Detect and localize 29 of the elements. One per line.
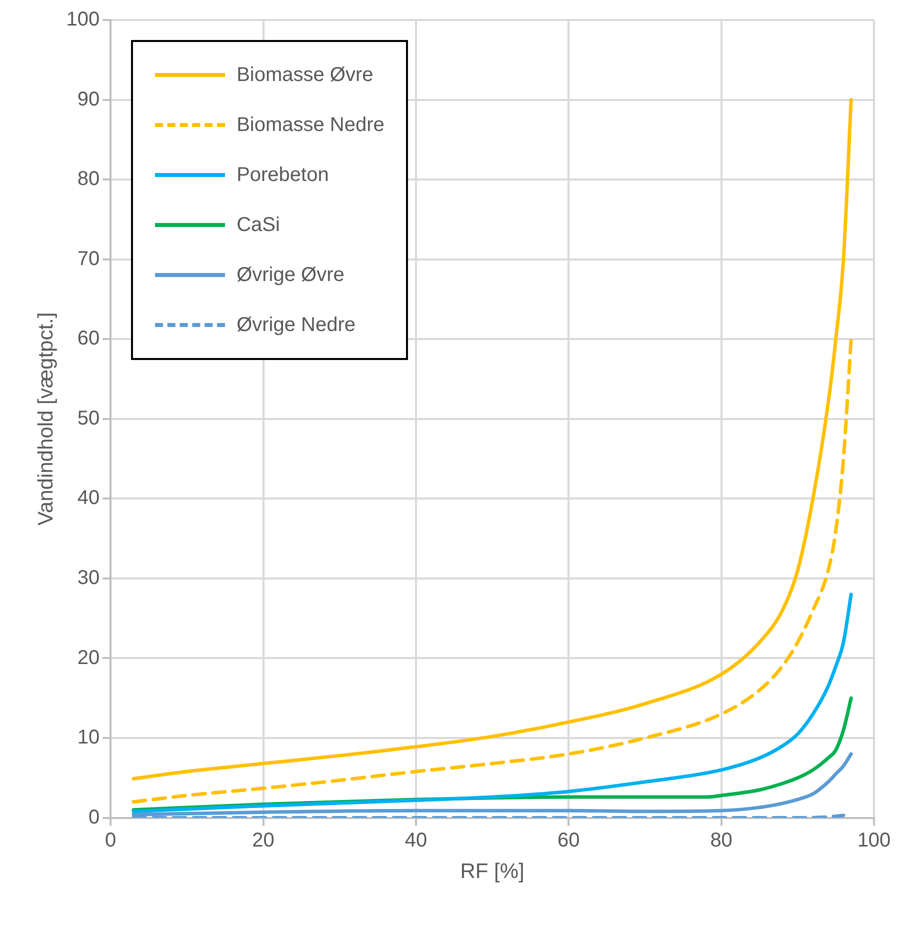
y-tick-label: 40 bbox=[77, 487, 100, 510]
y-tick-label: 10 bbox=[77, 726, 100, 749]
legend-label: Biomasse Øvre bbox=[236, 64, 374, 86]
legend-label: Biomasse Nedre bbox=[236, 114, 384, 136]
y-axis-title: Vandindhold [vægtpct.] bbox=[34, 312, 58, 526]
y-tick-label: 100 bbox=[66, 8, 100, 31]
legend-label: Porebeton bbox=[236, 164, 329, 186]
legend-label: Øvrige Øvre bbox=[236, 264, 344, 286]
line-series bbox=[132, 98, 853, 780]
y-tick-label: 70 bbox=[77, 248, 100, 270]
legend-label: CaSi bbox=[236, 214, 280, 236]
line-series bbox=[132, 592, 853, 814]
y-tick-label: 50 bbox=[77, 407, 100, 430]
y-tick-label: 20 bbox=[77, 646, 100, 669]
line-series bbox=[132, 337, 853, 804]
x-tick-label: 80 bbox=[710, 829, 732, 852]
line-series bbox=[132, 752, 853, 816]
x-tick-label: 0 bbox=[105, 829, 116, 852]
y-tick-label: 60 bbox=[77, 328, 100, 350]
y-tick-label: 30 bbox=[77, 566, 100, 589]
y-tick-label: 80 bbox=[77, 168, 100, 190]
x-tick-label: 60 bbox=[558, 829, 580, 852]
y-tick-label: 90 bbox=[77, 88, 100, 110]
x-tick-label: 40 bbox=[404, 829, 428, 852]
legend-label: Øvrige Nedre bbox=[236, 314, 356, 336]
y-tick-label: 0 bbox=[88, 806, 100, 828]
x-tick-label: 20 bbox=[252, 829, 274, 852]
x-tick-label: 100 bbox=[857, 829, 891, 852]
x-axis-title: RF [%] bbox=[460, 860, 524, 884]
